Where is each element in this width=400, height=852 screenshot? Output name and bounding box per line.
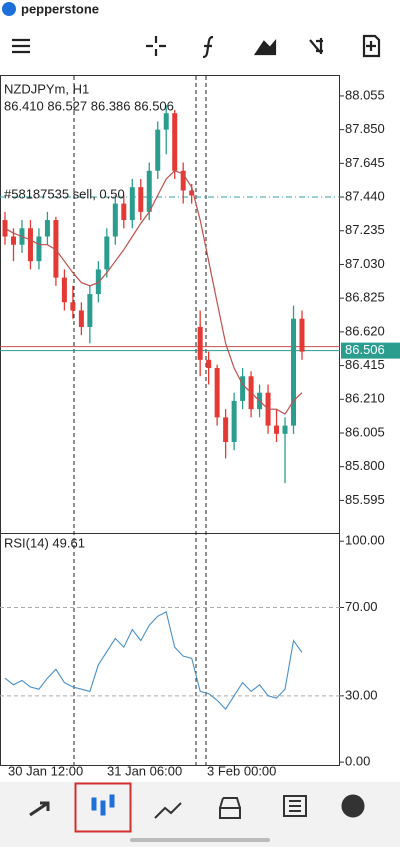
candle-body — [282, 425, 288, 434]
candle-body — [231, 400, 237, 443]
candle-body — [206, 359, 212, 369]
y-tick-label: 87.440 — [345, 188, 385, 203]
candle-body — [214, 368, 220, 418]
candle-body — [189, 190, 195, 196]
candle-body — [2, 220, 8, 237]
y-tick-label: 86.415 — [345, 357, 385, 372]
rsi-title: RSI(14) 49.61 — [4, 535, 85, 550]
x-label: 30 Jan 12:00 — [8, 763, 83, 778]
y-tick-label: 87.850 — [345, 121, 385, 136]
candle-body — [36, 236, 42, 262]
y-tick-label: 88.055 — [345, 87, 385, 102]
candle-body — [291, 318, 297, 426]
logo: pepperstone — [21, 1, 99, 16]
bottom-nav — [0, 782, 400, 847]
y-tick-label: 86.210 — [345, 391, 385, 406]
candle-body — [70, 302, 76, 311]
candle-body — [138, 187, 144, 212]
nav-trade[interactable] — [154, 802, 182, 819]
nav-news[interactable] — [283, 795, 307, 817]
nav-quotes[interactable] — [29, 801, 50, 817]
y-tick-label: 70.00 — [345, 599, 378, 614]
nav-selected — [74, 782, 132, 833]
candle-body — [197, 326, 203, 360]
y-tick-label: 87.030 — [345, 256, 385, 271]
crosshair-button[interactable] — [146, 36, 166, 56]
x-label: 31 Jan 06:00 — [107, 763, 182, 778]
candle-body — [146, 170, 152, 212]
y-tick-label: 87.235 — [345, 222, 385, 237]
nav-history[interactable] — [219, 797, 241, 819]
candle-body — [44, 220, 50, 237]
candle-body — [223, 417, 229, 443]
chart-frame — [0, 75, 340, 766]
ohlc-header: 86.410 86.527 86.386 86.506 — [4, 98, 174, 113]
candle-body — [163, 113, 169, 130]
candle-body — [27, 228, 33, 262]
indicators-button[interactable] — [202, 35, 214, 59]
logo-icon — [2, 2, 16, 16]
candle-body — [10, 236, 16, 245]
candle-body — [78, 310, 84, 327]
price-label-box — [341, 342, 400, 359]
y-tick-label: 87.645 — [345, 155, 385, 170]
y-tick-label: 85.800 — [345, 458, 385, 473]
candle-body — [299, 318, 305, 352]
moving-average — [4, 170, 303, 415]
candle-body — [121, 203, 127, 221]
y-tick-label: 86.620 — [345, 323, 385, 338]
y-tick-label: 0.00 — [345, 754, 370, 769]
order-label: #58187535 sell, 0.50 — [4, 186, 125, 201]
new-order-button[interactable] — [362, 34, 381, 58]
y-tick-label: 85.595 — [345, 492, 385, 507]
nav-icons — [29, 782, 365, 833]
candle-body — [274, 425, 280, 434]
y-tick-label: 30.00 — [345, 687, 378, 702]
trade-button[interactable] — [309, 38, 323, 54]
symbol-title: NZDJPYm, H1 — [4, 81, 89, 96]
home-indicator — [130, 838, 270, 842]
candle-body — [112, 203, 118, 237]
nav-messages[interactable] — [341, 794, 365, 818]
candle-body — [61, 277, 67, 303]
candle-body — [87, 294, 93, 327]
objects-button[interactable] — [253, 38, 277, 56]
nav-chart[interactable] — [91, 794, 115, 816]
price-label: 86.506 — [345, 342, 385, 357]
y-tick-label: 100.00 — [345, 533, 385, 548]
y-tick-label: 86.825 — [345, 290, 385, 305]
menu-button[interactable] — [12, 38, 30, 54]
candle-body — [129, 187, 135, 221]
x-label: 3 Feb 00:00 — [207, 763, 276, 778]
candle-body — [240, 376, 246, 401]
session-separators — [73, 76, 207, 765]
candle-body — [180, 170, 186, 191]
candle-body — [53, 220, 59, 278]
y-tick-label: 86.005 — [345, 424, 385, 439]
toolbar — [12, 34, 381, 59]
candle-body — [172, 113, 178, 171]
rsi-line — [4, 611, 303, 710]
candle-body — [104, 236, 110, 270]
candle-body — [155, 129, 161, 171]
